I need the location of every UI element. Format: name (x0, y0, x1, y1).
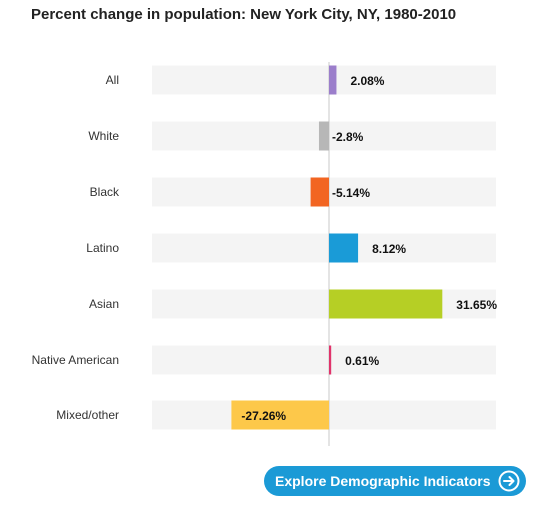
bar-native-american (329, 345, 332, 375)
track-layer (152, 65, 496, 430)
category-label-native-american: Native American (32, 353, 119, 367)
bar-chart: All 2.08% White -2.8% Black -5.14% Latino 8.12%… (32, 62, 498, 446)
bar-black (310, 177, 329, 207)
value-label-native-american: 0.61% (345, 354, 379, 368)
arrow-right-circle-icon (498, 470, 520, 492)
category-label-black: Black (90, 185, 120, 199)
explore-demographic-indicators-button[interactable]: Explore Demographic Indicators (264, 466, 526, 496)
category-label-latino: Latino (86, 241, 119, 255)
bar-asian (329, 289, 443, 319)
bar-track-all (152, 65, 496, 95)
bar-latino (329, 233, 359, 263)
category-label-mixed-other: Mixed/other (56, 408, 119, 422)
value-label-all: 2.08% (350, 74, 384, 88)
category-label-asian: Asian (89, 297, 119, 311)
bar-all (329, 65, 337, 95)
bar-track-latino (152, 233, 496, 263)
explore-button-label: Explore Demographic Indicators (275, 473, 491, 489)
value-label-mixed-other: -27.26% (241, 409, 286, 423)
bar-layer (231, 65, 443, 430)
bar-track-native-american (152, 345, 496, 375)
bar-mixed-other (231, 400, 329, 430)
label-layer: All 2.08% White -2.8% Black -5.14% Latino 8.12%… (32, 73, 498, 423)
value-label-asian: 31.65% (456, 298, 497, 312)
bar-track-asian (152, 289, 496, 319)
value-label-black: -5.14% (332, 186, 370, 200)
category-label-all: All (106, 73, 119, 87)
value-label-white: -2.8% (332, 130, 364, 144)
bar-white (318, 121, 329, 151)
value-label-latino: 8.12% (372, 242, 406, 256)
category-label-white: White (88, 129, 119, 143)
chart-title: Percent change in population: New York C… (31, 6, 457, 23)
